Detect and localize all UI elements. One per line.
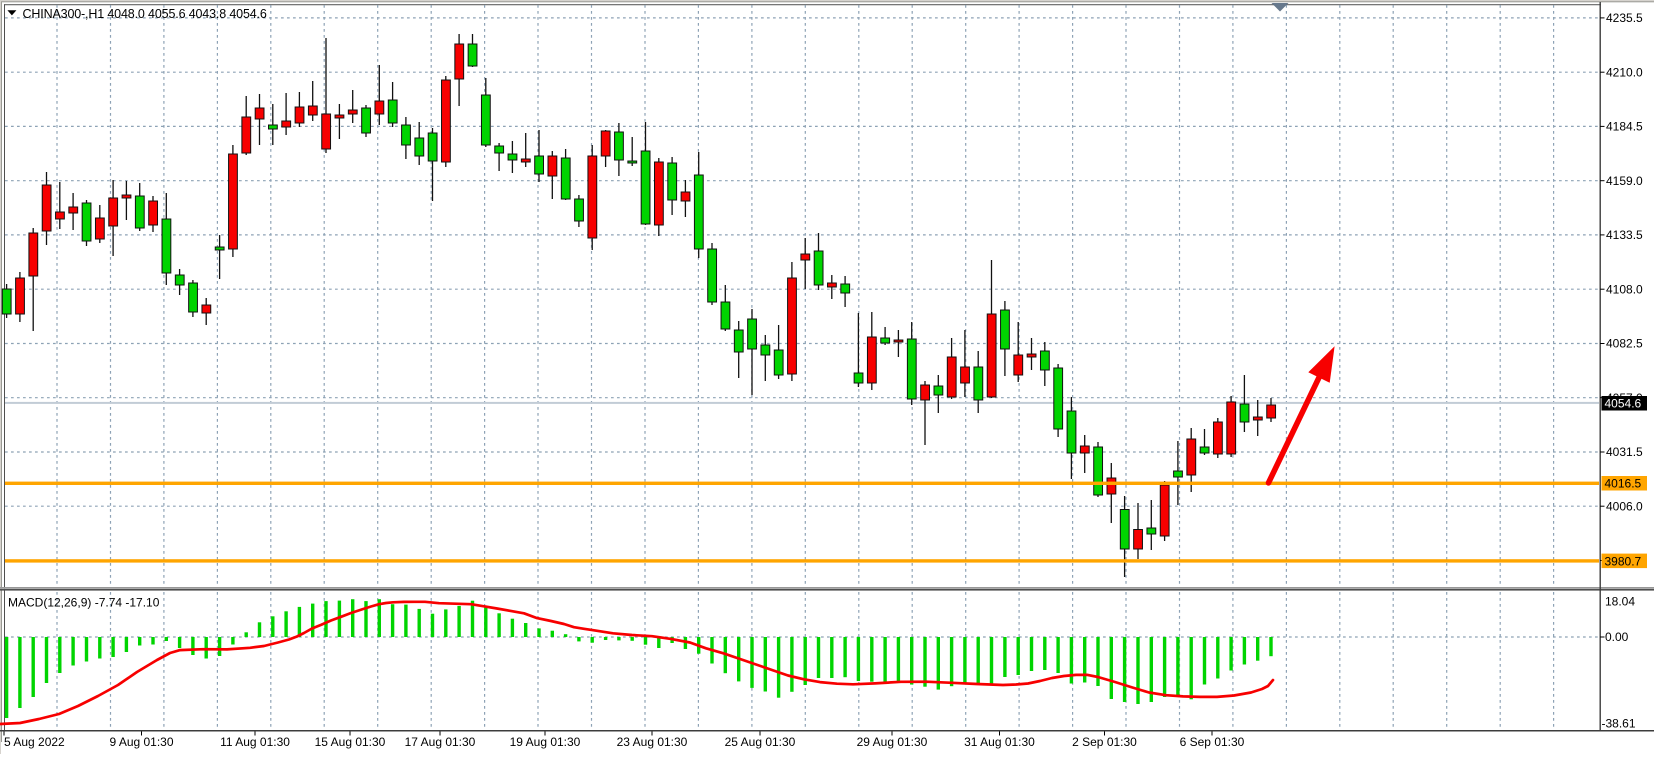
svg-text:29 Aug 01:30: 29 Aug 01:30 [857,735,928,749]
svg-text:4235.5: 4235.5 [1606,11,1643,25]
svg-text:9 Aug 01:30: 9 Aug 01:30 [109,735,173,749]
svg-text:6 Sep 01:30: 6 Sep 01:30 [1180,735,1245,749]
svg-text:-38.61: -38.61 [1602,717,1636,731]
svg-text:25 Aug 01:30: 25 Aug 01:30 [725,735,796,749]
svg-text:4054.6: 4054.6 [1605,397,1642,411]
svg-text:3980.7: 3980.7 [1605,554,1642,568]
svg-text:4210.0: 4210.0 [1606,65,1643,79]
svg-text:17 Aug 01:30: 17 Aug 01:30 [405,735,476,749]
svg-text:4031.5: 4031.5 [1606,445,1643,459]
svg-text:CHINA300-,H1 4048.0 4055.6 40: CHINA300-,H1 4048.0 4055.6 4043.8 4054.6 [23,7,267,21]
svg-text:0.00: 0.00 [1605,630,1629,644]
svg-text:4006.0: 4006.0 [1606,499,1643,513]
svg-text:5 Aug 2022: 5 Aug 2022 [4,735,65,749]
svg-text:31 Aug 01:30: 31 Aug 01:30 [964,735,1035,749]
svg-text:23 Aug 01:30: 23 Aug 01:30 [617,735,688,749]
svg-text:4184.5: 4184.5 [1606,120,1643,134]
svg-text:4108.0: 4108.0 [1606,282,1643,296]
svg-text:19 Aug 01:30: 19 Aug 01:30 [510,735,581,749]
svg-text:2 Sep 01:30: 2 Sep 01:30 [1072,735,1137,749]
svg-text:4082.5: 4082.5 [1606,337,1643,351]
svg-text:11 Aug 01:30: 11 Aug 01:30 [220,735,290,749]
svg-text:4133.5: 4133.5 [1606,228,1643,242]
svg-text:15 Aug 01:30: 15 Aug 01:30 [315,735,386,749]
svg-text:4016.5: 4016.5 [1605,477,1642,491]
svg-text:MACD(12,26,9) -7.74 -17.10: MACD(12,26,9) -7.74 -17.10 [8,596,160,610]
svg-text:18.04: 18.04 [1605,595,1635,609]
svg-text:4159.0: 4159.0 [1606,174,1643,188]
